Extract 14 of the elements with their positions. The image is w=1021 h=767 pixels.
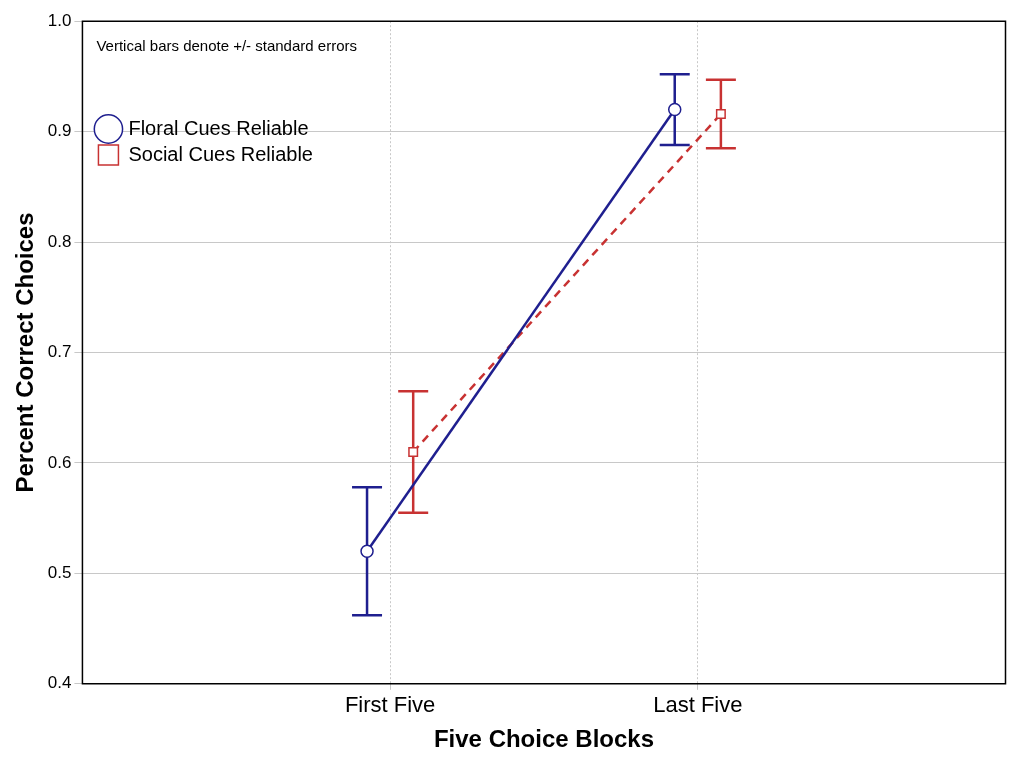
y-tick-label: 0.8 bbox=[47, 231, 72, 251]
legend-label: Social Cues Reliable bbox=[128, 142, 313, 165]
y-axis-title: Percent Correct Choices bbox=[11, 212, 39, 493]
y-tick-label: 0.5 bbox=[47, 563, 72, 583]
y-tick-label: 0.7 bbox=[47, 342, 72, 362]
legend-label: Floral Cues Reliable bbox=[128, 116, 309, 139]
y-tick-label: 0.9 bbox=[47, 121, 72, 141]
x-tick-label: Last Five bbox=[653, 692, 743, 718]
y-tick-label: 1.0 bbox=[47, 10, 72, 30]
annotation: Vertical bars denote +/- standard errors bbox=[96, 36, 357, 54]
x-tick-label: First Five bbox=[344, 692, 436, 718]
y-tick-label: 0.4 bbox=[47, 673, 72, 693]
y-tick-label: 0.6 bbox=[47, 452, 72, 472]
x-axis-title: Five Choice Blocks bbox=[433, 725, 655, 753]
